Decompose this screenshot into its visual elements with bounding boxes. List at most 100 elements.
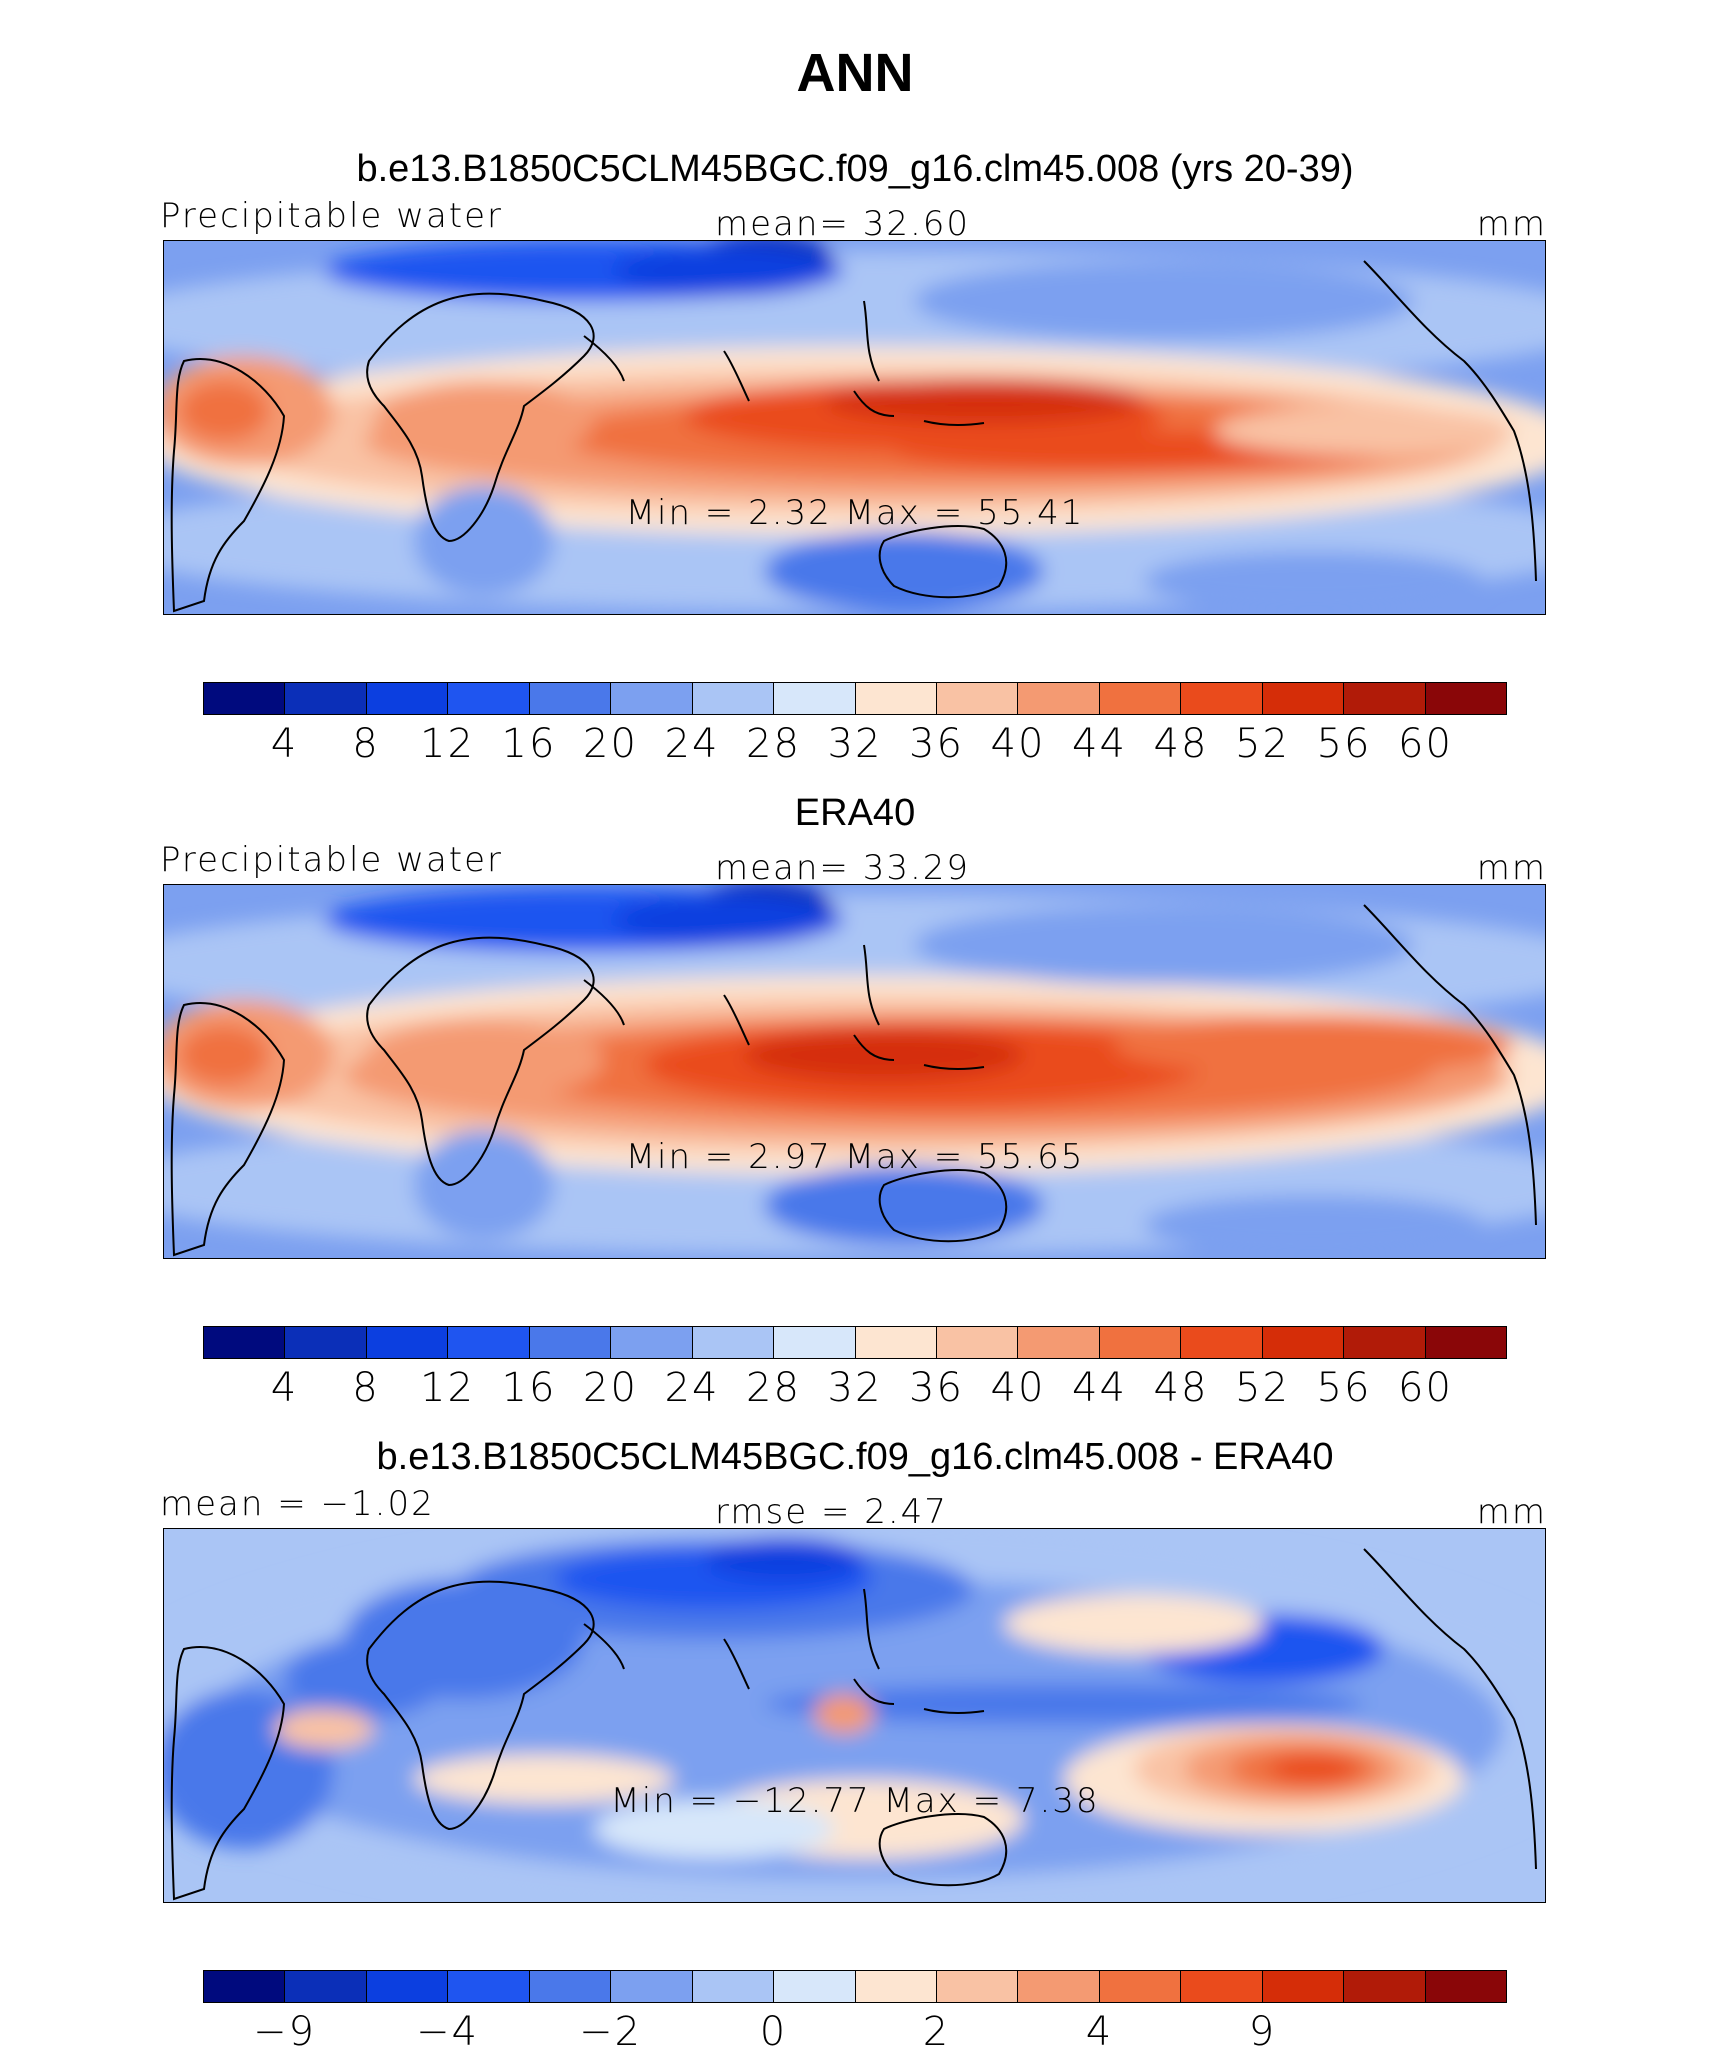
- colorbar-tick-label: 32: [827, 1365, 883, 1411]
- field-contour: [824, 379, 1144, 423]
- colorbar-cell: [285, 683, 367, 714]
- colorbar-cell: [1181, 683, 1263, 714]
- colorbar-cell: [774, 683, 856, 714]
- colorbar-tick-label: 44: [1072, 1365, 1127, 1411]
- coastline: [878, 1813, 1008, 1887]
- colorbar-tick-label: 8: [352, 1365, 380, 1411]
- colorbar-cell: [1181, 1327, 1263, 1358]
- coastline: [878, 525, 1008, 599]
- colorbar-cell: [1425, 1971, 1506, 2002]
- units-label: mm: [1476, 1492, 1547, 1532]
- coastline: [853, 300, 985, 427]
- units-label: mm: [1476, 848, 1547, 888]
- field-contour: [914, 261, 1414, 341]
- field-contour: [814, 1694, 874, 1734]
- coastline: [1363, 1548, 1537, 1870]
- colorbar-tick-label: 32: [827, 721, 883, 767]
- field-contour: [1269, 1755, 1359, 1783]
- colorbar-cell: [285, 1971, 367, 2002]
- colorbar-cell: [855, 683, 937, 714]
- colorbar-cell: [366, 1327, 449, 1358]
- colorbar-tick-label: 48: [1153, 721, 1209, 767]
- colorbar-cell: [1425, 683, 1506, 714]
- colorbar-cell: [1262, 683, 1345, 714]
- colorbar-cell: [936, 1327, 1019, 1358]
- units-label: mm: [1476, 204, 1547, 244]
- map-field: [164, 1529, 1545, 1902]
- field-contour: [914, 905, 1414, 985]
- center-label: rmse = 2.47: [715, 1492, 948, 1532]
- coastline: [1363, 260, 1537, 582]
- colorbar: [203, 1970, 1507, 2003]
- field-contour: [414, 1130, 554, 1240]
- colorbar-tick-label: 40: [990, 1365, 1046, 1411]
- field-contour: [179, 1025, 269, 1085]
- center-label: mean= 33.29: [715, 848, 971, 888]
- coastline: [1363, 904, 1537, 1226]
- colorbar-cell: [204, 683, 286, 714]
- colorbar-tick-label: 36: [909, 1365, 964, 1411]
- colorbar-cell: [204, 1971, 286, 2002]
- colorbar-cell: [1344, 1327, 1426, 1358]
- colorbar-tick-label: 4: [1085, 2009, 1114, 2055]
- field-contour: [614, 894, 834, 946]
- colorbar-cell: [936, 683, 1019, 714]
- colorbar-cell: [774, 1971, 856, 2002]
- colorbar-cell: [1018, 1971, 1100, 2002]
- colorbar-cell: [692, 683, 775, 714]
- colorbar-tick-label: 40: [990, 721, 1046, 767]
- colorbar-cell: [774, 1327, 856, 1358]
- field-contour: [179, 381, 269, 441]
- min-max-stats: Min = 2.97 Max = 55.65: [625, 1137, 1085, 1177]
- colorbar-tick-label: 60: [1398, 1365, 1453, 1411]
- colorbar-tick-label: 0: [759, 2009, 788, 2055]
- field-contour: [284, 1639, 444, 1719]
- coastline: [366, 1580, 595, 1831]
- coastline: [170, 1002, 286, 1257]
- colorbar-cell: [1099, 1971, 1182, 2002]
- colorbar-cell: [1425, 1327, 1506, 1358]
- colorbar-cell: [366, 1971, 449, 2002]
- coastline: [170, 1646, 286, 1901]
- colorbar-cell: [936, 1971, 1019, 2002]
- map-panel: [163, 240, 1546, 615]
- panel-title: ERA40: [794, 792, 916, 834]
- field-contour: [414, 486, 554, 596]
- field-contour: [764, 531, 1044, 611]
- colorbar-cell: [1181, 1971, 1263, 2002]
- coastline: [853, 944, 985, 1071]
- colorbar: [203, 682, 1507, 715]
- map-panel: [163, 1528, 1546, 1903]
- field-contour: [744, 1029, 1024, 1081]
- coastline: [583, 1623, 750, 1690]
- colorbar-tick-label: 52: [1235, 1365, 1290, 1411]
- colorbar-cell: [529, 1327, 612, 1358]
- colorbar-tick-label: −9: [253, 2009, 316, 2055]
- colorbar-cell: [692, 1971, 775, 2002]
- colorbar-tick-label: 56: [1316, 1365, 1372, 1411]
- field-contour: [274, 1709, 374, 1749]
- field-contour: [1214, 406, 1514, 456]
- left-label: Precipitable water: [160, 196, 504, 236]
- coastline: [583, 979, 750, 1046]
- colorbar-tick-label: 12: [420, 721, 475, 767]
- colorbar-tick-label: 44: [1072, 721, 1127, 767]
- colorbar-tick-label: 24: [664, 721, 720, 767]
- center-label: mean= 32.60: [715, 204, 971, 244]
- field-contour: [1144, 551, 1484, 611]
- colorbar-cell: [204, 1327, 286, 1358]
- colorbar-tick-label: 56: [1316, 721, 1372, 767]
- field-contour: [704, 1537, 864, 1581]
- field-contour: [1144, 1195, 1484, 1255]
- colorbar-cell: [611, 1971, 693, 2002]
- colorbar-cell: [611, 1327, 693, 1358]
- colorbar-cell: [529, 683, 612, 714]
- colorbar-tick-label: 16: [501, 1365, 557, 1411]
- panel-title: b.e13.B1850C5CLM45BGC.f09_g16.clm45.008 …: [356, 148, 1354, 190]
- colorbar-tick-label: 12: [420, 1365, 475, 1411]
- colorbar-cell: [1344, 1971, 1426, 2002]
- colorbar-tick-label: 8: [352, 721, 380, 767]
- colorbar-cell: [1099, 1327, 1182, 1358]
- colorbar-tick-label: −4: [416, 2009, 479, 2055]
